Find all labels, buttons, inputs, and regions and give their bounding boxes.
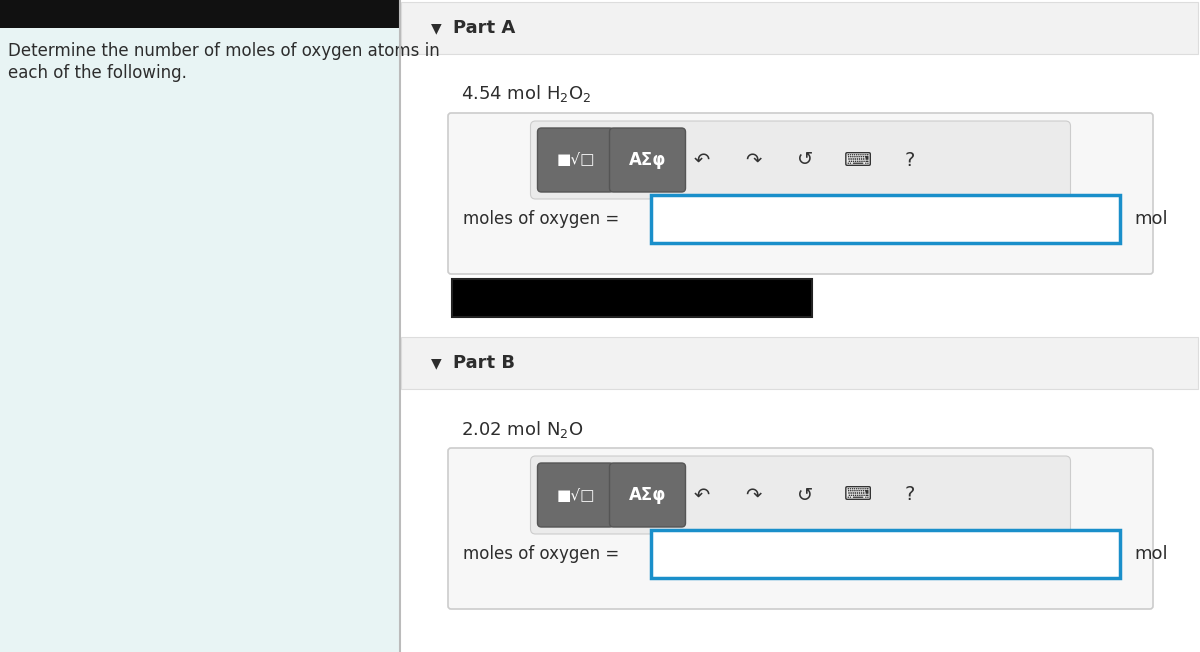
FancyBboxPatch shape: [538, 128, 613, 192]
Text: ↺: ↺: [797, 151, 814, 170]
FancyBboxPatch shape: [610, 128, 685, 192]
Text: mol: mol: [1134, 210, 1168, 228]
Text: Part B: Part B: [454, 354, 515, 372]
Text: ?: ?: [905, 486, 914, 505]
Text: ↷: ↷: [745, 486, 762, 505]
Text: moles of oxygen =: moles of oxygen =: [463, 545, 619, 563]
Text: 4.54 mol H$_2$O$_2$: 4.54 mol H$_2$O$_2$: [461, 83, 592, 104]
Text: ?: ?: [905, 151, 914, 170]
FancyBboxPatch shape: [448, 113, 1153, 274]
Bar: [401, 337, 1198, 389]
Text: Determine the number of moles of oxygen atoms in: Determine the number of moles of oxygen …: [8, 42, 439, 60]
Bar: [0, 28, 400, 652]
FancyBboxPatch shape: [530, 121, 1070, 199]
Text: 2.02 mol N$_2$O: 2.02 mol N$_2$O: [461, 419, 583, 439]
Text: ⌨: ⌨: [844, 151, 871, 170]
Bar: [401, 2, 1198, 54]
Text: mol: mol: [1134, 545, 1168, 563]
Bar: [650, 530, 1120, 578]
FancyBboxPatch shape: [538, 463, 613, 527]
Text: ▼: ▼: [431, 356, 442, 370]
Bar: [650, 195, 1120, 243]
Bar: [452, 279, 812, 317]
Text: moles of oxygen =: moles of oxygen =: [463, 210, 619, 228]
Text: ΑΣφ: ΑΣφ: [629, 486, 666, 504]
Bar: [0, 0, 400, 28]
FancyBboxPatch shape: [530, 456, 1070, 534]
Text: ↶: ↶: [694, 151, 709, 170]
Text: each of the following.: each of the following.: [8, 64, 187, 82]
Text: ■√□: ■√□: [557, 488, 595, 503]
Text: ↶: ↶: [694, 486, 709, 505]
FancyBboxPatch shape: [610, 463, 685, 527]
FancyBboxPatch shape: [448, 448, 1153, 609]
Text: ↺: ↺: [797, 486, 814, 505]
Text: ■√□: ■√□: [557, 153, 595, 168]
Text: ΑΣφ: ΑΣφ: [629, 151, 666, 169]
Bar: [400, 0, 1200, 652]
Text: ⌨: ⌨: [844, 486, 871, 505]
Text: ▼: ▼: [431, 21, 442, 35]
Text: ↷: ↷: [745, 151, 762, 170]
Text: Part A: Part A: [454, 19, 515, 37]
